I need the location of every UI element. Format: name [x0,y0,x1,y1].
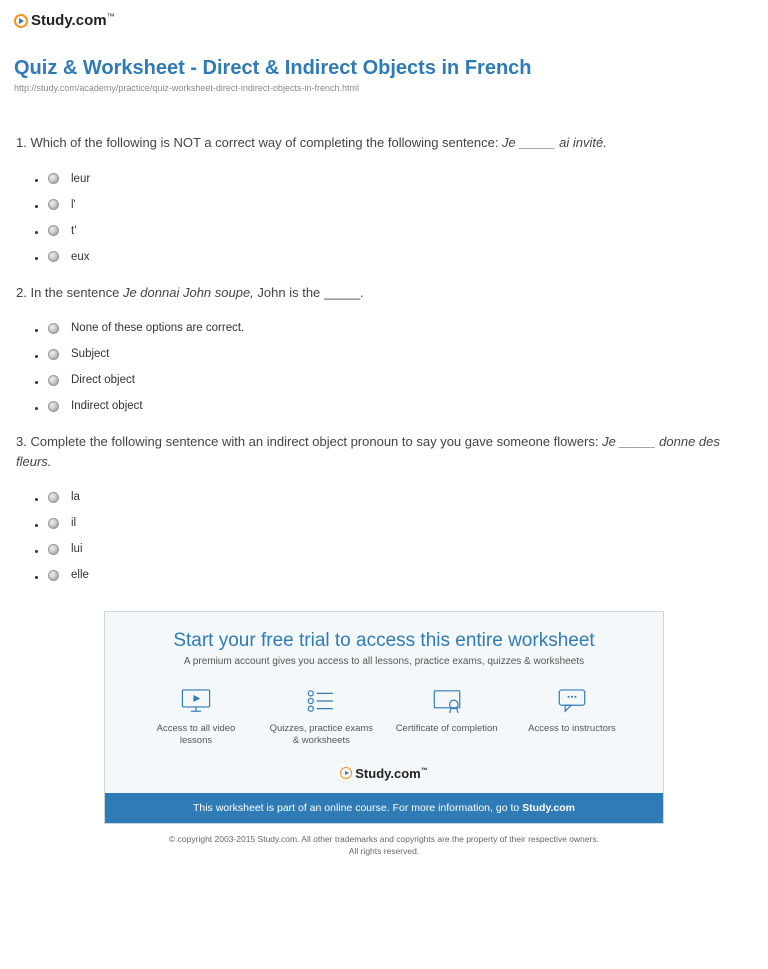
option-item: Direct object [48,374,752,386]
option-label: Direct object [71,374,135,386]
option-item: None of these options are correct. [48,322,752,334]
option-item: lui [48,543,752,555]
quizzes-icon [304,687,338,715]
feature-label: Certificate of completion [396,723,498,735]
option-label: None of these options are correct. [71,322,244,334]
feature-certificate: Certificate of completion [392,687,502,748]
promo-title: Start your free trial to access this ent… [127,630,641,652]
feature-quizzes: Quizzes, practice exams & worksheets [266,687,376,748]
brand-name: Study.com™ [31,12,115,29]
option-item: la [48,491,752,503]
play-icon [340,767,352,779]
radio-button[interactable] [48,401,59,412]
promo-brand-name: Study.com™ [355,766,428,781]
promo-subtitle: A premium account gives you access to al… [127,656,641,667]
question: 2. In the sentence Je donnai John soupe,… [14,283,754,413]
option-label: Indirect object [71,400,143,412]
feature-instructors: Access to instructors [517,687,627,748]
video-lessons-icon [179,687,213,715]
brand-logo: Study.com™ [14,12,754,29]
feature-label: Access to instructors [528,723,616,735]
radio-button[interactable] [48,570,59,581]
option-item: Indirect object [48,400,752,412]
copyright: © copyright 2003-2015 Study.com. All oth… [14,834,754,858]
radio-button[interactable] [48,199,59,210]
feature-video: Access to all video lessons [141,687,251,748]
option-label: Subject [71,348,109,360]
feature-label: Access to all video lessons [141,723,251,748]
option-label: t' [71,225,76,237]
radio-button[interactable] [48,173,59,184]
play-icon [14,14,28,28]
option-item: eux [48,251,752,263]
option-list: la il lui elle [16,491,752,581]
radio-button[interactable] [48,492,59,503]
option-label: l' [71,199,76,211]
radio-button[interactable] [48,375,59,386]
feature-label: Quizzes, practice exams & worksheets [266,723,376,748]
certificate-icon [430,687,464,715]
question: 3. Complete the following sentence with … [14,432,754,581]
question-text: 3. Complete the following sentence with … [16,432,752,471]
radio-button[interactable] [48,349,59,360]
option-item: leur [48,173,752,185]
option-item: l' [48,199,752,211]
option-label: il [71,517,76,529]
promo-box: Start your free trial to access this ent… [104,611,664,824]
option-item: elle [48,569,752,581]
radio-button[interactable] [48,544,59,555]
option-label: elle [71,569,89,581]
question: 1. Which of the following is NOT a corre… [14,133,754,263]
radio-button[interactable] [48,251,59,262]
promo-bar: This worksheet is part of an online cour… [105,793,663,823]
page-title: Quiz & Worksheet - Direct & Indirect Obj… [14,57,754,80]
option-item: Subject [48,348,752,360]
option-list: leur l' t' eux [16,173,752,263]
question-text: 2. In the sentence Je donnai John soupe,… [16,283,752,303]
radio-button[interactable] [48,518,59,529]
page-url: http://study.com/academy/practice/quiz-w… [14,83,754,93]
option-label: lui [71,543,83,555]
promo-brand-logo: Study.com™ [127,766,641,781]
option-label: leur [71,173,90,185]
option-item: il [48,517,752,529]
option-label: la [71,491,80,503]
question-text: 1. Which of the following is NOT a corre… [16,133,752,153]
option-list: None of these options are correct. Subjec… [16,322,752,412]
instructors-icon [555,687,589,715]
feature-row: Access to all video lessons Quizzes, pra… [127,687,641,748]
radio-button[interactable] [48,225,59,236]
option-item: t' [48,225,752,237]
radio-button[interactable] [48,323,59,334]
option-label: eux [71,251,90,263]
